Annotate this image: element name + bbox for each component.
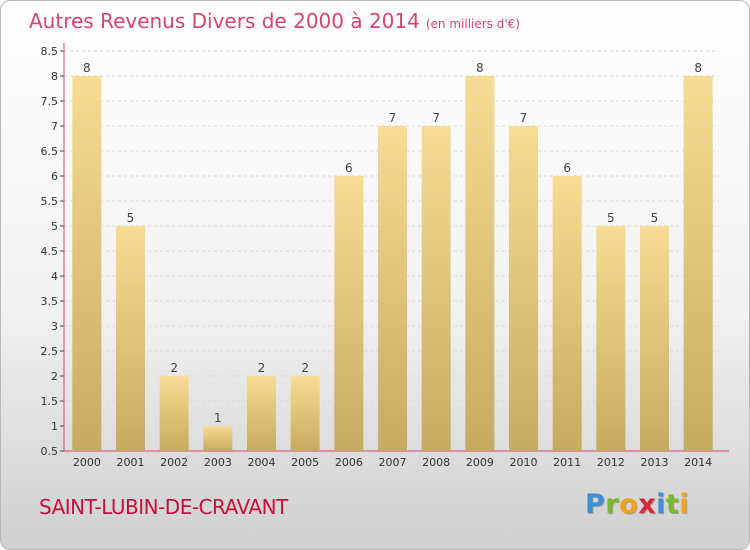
bar-value-label: 2: [301, 361, 309, 375]
x-tick-label: 2005: [291, 456, 319, 469]
bar: [509, 126, 538, 451]
bar-value-label: 7: [520, 111, 528, 125]
y-tick-label: 3: [51, 320, 58, 333]
y-tick-label: 5: [51, 220, 58, 233]
logo-letter: P: [585, 489, 606, 520]
y-tick-label: 5.5: [41, 195, 59, 208]
bar-value-label: 5: [607, 211, 615, 225]
bar-value-label: 8: [476, 61, 484, 75]
bar-value-label: 6: [563, 161, 571, 175]
data-labels: 8 5 2 1 2 2 6 7 7 8 7 6 5 5 8: [83, 61, 702, 425]
x-tick-label: 2012: [597, 456, 625, 469]
bar: [159, 376, 189, 451]
logo-letter: r: [605, 489, 620, 520]
logo-letter: i: [679, 489, 690, 520]
bar-value-label: 7: [389, 111, 397, 125]
y-tick-label: 7: [51, 120, 58, 133]
proxiti-logo: Proxiti: [585, 489, 689, 520]
x-tick-label: 2004: [248, 456, 276, 469]
y-tick-label: 1: [51, 420, 58, 433]
y-tick-label: 7.5: [41, 95, 59, 108]
logo-letter: o: [619, 489, 639, 520]
bar: [421, 126, 451, 451]
bars: [72, 76, 713, 451]
x-tick-label: 2010: [510, 456, 538, 469]
logo-letter: t: [665, 489, 680, 520]
bar: [334, 176, 364, 451]
bar-value-label: 2: [258, 361, 266, 375]
y-tick-label: 2.5: [41, 345, 59, 358]
bar: [247, 376, 276, 451]
bar-value-label: 8: [694, 61, 702, 75]
y-tick-label: 3.5: [41, 295, 59, 308]
y-tick-label: 0.5: [41, 445, 59, 458]
bar: [72, 76, 102, 451]
bar: [683, 76, 713, 451]
bar-value-label: 7: [432, 111, 440, 125]
y-tick-label: 2: [51, 370, 58, 383]
x-tick-label: 2001: [117, 456, 145, 469]
logo-letter: i: [656, 489, 666, 520]
y-tick-label: 8.5: [41, 45, 59, 58]
x-tick-label: 2013: [641, 456, 669, 469]
y-tick-label: 1.5: [41, 395, 59, 408]
x-tick-label: 2011: [553, 456, 581, 469]
bar: [378, 126, 407, 451]
chart-title: Autres Revenus Divers de 2000 à 2014 (en …: [29, 9, 520, 33]
bar: [465, 76, 495, 451]
bar: [552, 176, 582, 451]
bar-value-label: 2: [170, 361, 178, 375]
y-tick-label: 6.5: [41, 145, 59, 158]
x-tick-label: 2006: [335, 456, 363, 469]
x-tick-label: 2007: [379, 456, 407, 469]
y-tick-label: 8: [51, 70, 58, 83]
bar: [116, 226, 145, 451]
x-tick-label: 2003: [204, 456, 232, 469]
bar-value-label: 1: [214, 411, 222, 425]
bar: [596, 226, 626, 451]
bar: [640, 226, 669, 451]
bar-value-label: 8: [83, 61, 91, 75]
x-tick-label: 2008: [422, 456, 450, 469]
x-axis: 2000 2001 2002 2003 2004 2005 2006 2007 2008 2009…: [73, 456, 712, 469]
chart-title-text: Autres Revenus Divers de 2000 à 2014: [29, 9, 420, 33]
bar-value-label: 5: [651, 211, 659, 225]
logo-letter: x: [638, 489, 657, 520]
bar: [290, 376, 320, 451]
bar-value-label: 5: [127, 211, 135, 225]
y-tick-label: 6: [51, 170, 58, 183]
x-tick-label: 2014: [684, 456, 712, 469]
bar: [203, 426, 233, 451]
y-tick-label: 4.5: [41, 245, 59, 258]
x-tick-label: 2002: [160, 456, 188, 469]
y-tick-label: 4: [51, 270, 58, 283]
location-name: SAINT-LUBIN-DE-CRAVANT: [39, 495, 288, 519]
chart-subtitle: (en milliers d'€): [425, 17, 520, 31]
x-tick-label: 2000: [73, 456, 101, 469]
x-tick-label: 2009: [466, 456, 494, 469]
bar-value-label: 6: [345, 161, 353, 175]
